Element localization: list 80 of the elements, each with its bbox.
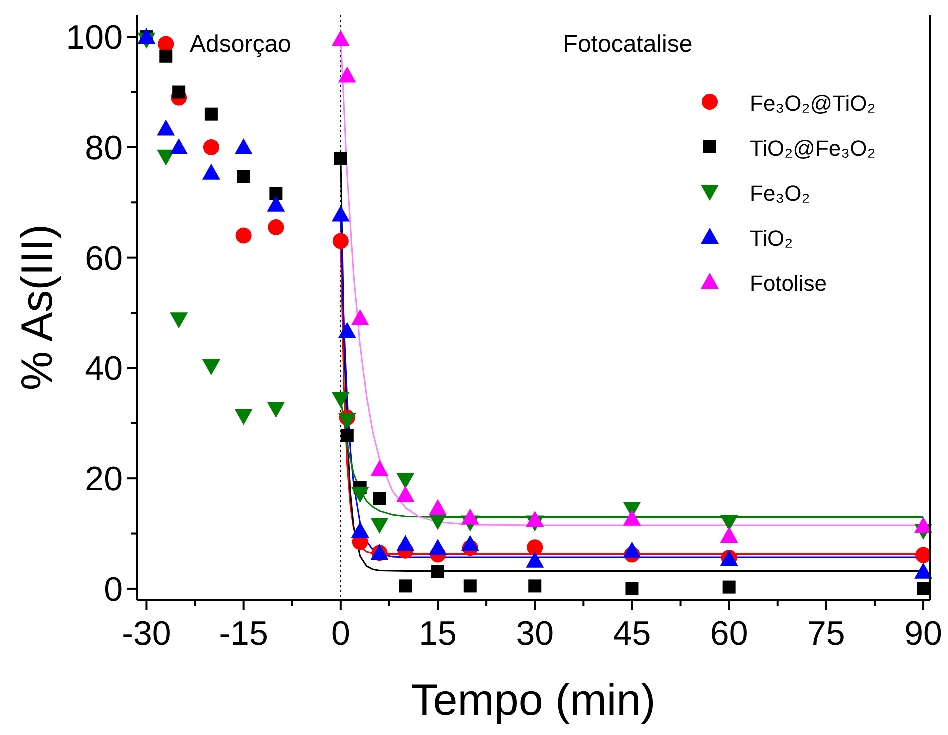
x-tick-label: 30	[516, 615, 554, 653]
y-axis-title: % As(III)	[13, 224, 62, 391]
point	[268, 219, 284, 236]
x-tick-label: 90	[904, 615, 942, 653]
point	[720, 515, 738, 532]
point	[429, 539, 448, 556]
point	[237, 170, 250, 184]
point	[528, 580, 542, 593]
y-tick-label: 0	[104, 570, 123, 609]
point	[917, 582, 930, 596]
point	[170, 138, 188, 154]
point	[203, 139, 220, 156]
annotation: Adsorçao	[190, 31, 292, 58]
x-tick-label: 15	[419, 615, 457, 653]
point	[267, 402, 286, 418]
point	[332, 233, 349, 250]
x-tick-label: -30	[122, 615, 172, 653]
point	[351, 310, 370, 326]
point	[332, 30, 350, 46]
point	[396, 535, 415, 552]
point	[170, 312, 188, 329]
legend-label: Fe₃O₂@TiO₂	[750, 91, 876, 116]
point	[373, 492, 386, 506]
point	[172, 86, 186, 99]
point	[236, 228, 252, 244]
point	[527, 540, 544, 556]
point	[464, 580, 477, 593]
annotation: Fotocatalise	[563, 31, 693, 58]
point	[160, 50, 173, 63]
legend-label: Fotolise	[750, 271, 828, 296]
x-tick-label: -15	[219, 615, 268, 653]
point	[204, 108, 218, 121]
x-axis-title: Tempo (min)	[411, 676, 656, 725]
point	[340, 429, 354, 442]
point	[351, 522, 370, 538]
point	[526, 510, 544, 527]
point	[432, 565, 445, 578]
point	[526, 552, 544, 568]
point	[623, 510, 642, 526]
point	[270, 187, 283, 200]
point	[722, 580, 736, 594]
legend-label: TiO₂	[750, 226, 794, 251]
point	[370, 460, 389, 476]
point	[234, 138, 253, 154]
point	[338, 322, 356, 338]
point	[334, 152, 348, 165]
legend-label: Fe₃O₂	[750, 181, 810, 206]
point	[332, 392, 350, 408]
point	[914, 562, 933, 579]
y-tick-label: 40	[85, 350, 123, 388]
point	[267, 196, 286, 212]
point	[399, 580, 412, 593]
point	[396, 473, 415, 490]
point	[202, 360, 220, 376]
x-tick-label: 60	[710, 615, 748, 653]
y-tick-label: 100	[66, 19, 123, 58]
point	[429, 499, 448, 516]
y-tick-label: 80	[85, 129, 123, 168]
x-tick-label: 0	[331, 615, 350, 653]
point	[202, 164, 220, 180]
y-tick-label: 60	[85, 240, 123, 278]
point	[626, 582, 639, 596]
y-tick-label: 20	[85, 460, 123, 499]
point	[720, 526, 738, 543]
x-tick-label: 45	[613, 615, 652, 653]
point	[338, 66, 356, 83]
point	[157, 120, 176, 136]
point	[916, 547, 932, 564]
point	[338, 413, 356, 430]
point	[351, 487, 370, 504]
point	[370, 518, 389, 534]
legend-label: TiO₂@Fe₃O₂	[750, 136, 876, 161]
point	[234, 409, 253, 426]
point	[461, 508, 480, 525]
point	[914, 517, 933, 534]
point	[461, 535, 480, 552]
point	[623, 542, 642, 558]
point	[332, 206, 350, 222]
point	[396, 486, 415, 502]
x-tick-label: 75	[808, 615, 846, 653]
